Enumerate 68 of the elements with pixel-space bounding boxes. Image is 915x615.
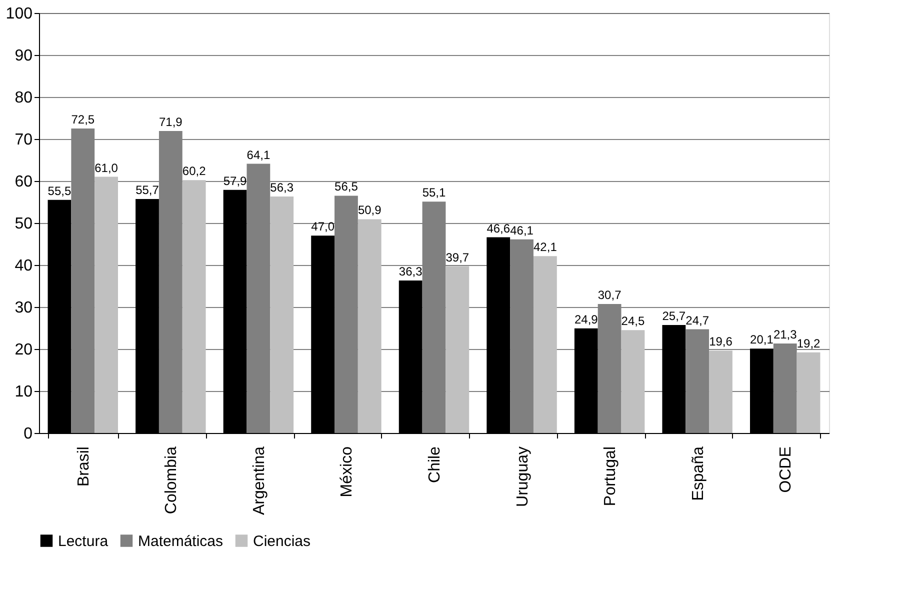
- y-tick-label: 100: [6, 6, 33, 22]
- x-tick-label: Brasil: [75, 446, 92, 487]
- y-tick-label: 60: [14, 174, 33, 190]
- data-label: 72,5: [71, 112, 95, 126]
- data-label: 30,7: [598, 288, 622, 302]
- y-tick-label: 90: [14, 48, 33, 64]
- data-label: 24,9: [574, 312, 598, 326]
- data-label: 55,7: [136, 183, 160, 198]
- bar: [533, 256, 557, 433]
- data-label: 55,1: [422, 186, 446, 200]
- bar: [446, 266, 470, 433]
- y-tick-label: 50: [14, 216, 33, 232]
- bar: [158, 131, 182, 433]
- y-tick-label: 0: [24, 426, 33, 442]
- x-tick-label: Chile: [426, 446, 444, 483]
- data-label: 25,7: [662, 309, 686, 324]
- data-label: 57,9: [223, 174, 248, 188]
- legend-label: Lectura: [58, 532, 109, 550]
- bar: [773, 344, 797, 433]
- data-label: 46,6: [486, 221, 510, 236]
- bar: [621, 330, 645, 433]
- data-label: 20,1: [750, 332, 774, 347]
- bar: [94, 176, 118, 433]
- legend-label: Ciencias: [253, 532, 311, 550]
- x-tick-label: Portugal: [602, 446, 620, 506]
- data-label: 24,5: [621, 314, 645, 328]
- data-label: 39,7: [446, 250, 470, 264]
- y-tick-label: 80: [14, 90, 33, 106]
- data-label: 21,3: [773, 328, 798, 342]
- data-label: 36,3: [398, 264, 423, 279]
- bar: [246, 164, 270, 433]
- x-tick-label: Argentina: [250, 446, 268, 515]
- bar: [510, 239, 534, 433]
- data-label: 56,5: [334, 180, 358, 194]
- bar: [598, 304, 622, 433]
- y-tick-label: 20: [14, 342, 33, 358]
- y-tick-label: 40: [14, 258, 33, 274]
- bar: [796, 352, 820, 433]
- x-tick-label: Colombia: [163, 446, 180, 514]
- bar: [270, 196, 294, 433]
- y-tick-label: 70: [14, 132, 33, 148]
- bar: [709, 350, 732, 433]
- data-label: 47,0: [311, 220, 335, 234]
- x-tick-label: OCDE: [778, 446, 795, 493]
- data-label: 71,9: [158, 115, 183, 130]
- data-label: 24,7: [686, 313, 710, 328]
- data-label: 19,2: [796, 336, 821, 350]
- y-tick-label: 10: [14, 384, 33, 400]
- data-label: 50,9: [358, 203, 382, 218]
- legend-label: Matemáticas: [138, 532, 224, 550]
- bar: [422, 202, 446, 433]
- x-tick-label: Uruguay: [514, 446, 532, 507]
- bar: [358, 219, 382, 433]
- data-label: 55,5: [48, 184, 72, 198]
- bar: [334, 196, 358, 433]
- data-label: 46,1: [510, 223, 534, 238]
- bar: [182, 180, 206, 433]
- data-label: 64,1: [246, 148, 270, 162]
- y-tick-label: 30: [14, 300, 33, 316]
- data-label: 42,1: [534, 240, 558, 254]
- bar: [686, 329, 710, 433]
- bar: [71, 128, 95, 433]
- data-label: 19,6: [709, 334, 733, 349]
- x-tick-label: España: [690, 446, 707, 501]
- x-tick-label: México: [338, 446, 356, 498]
- data-label: 56,3: [270, 180, 294, 195]
- data-label: 60,2: [182, 164, 206, 178]
- data-label: 61,0: [94, 160, 118, 175]
